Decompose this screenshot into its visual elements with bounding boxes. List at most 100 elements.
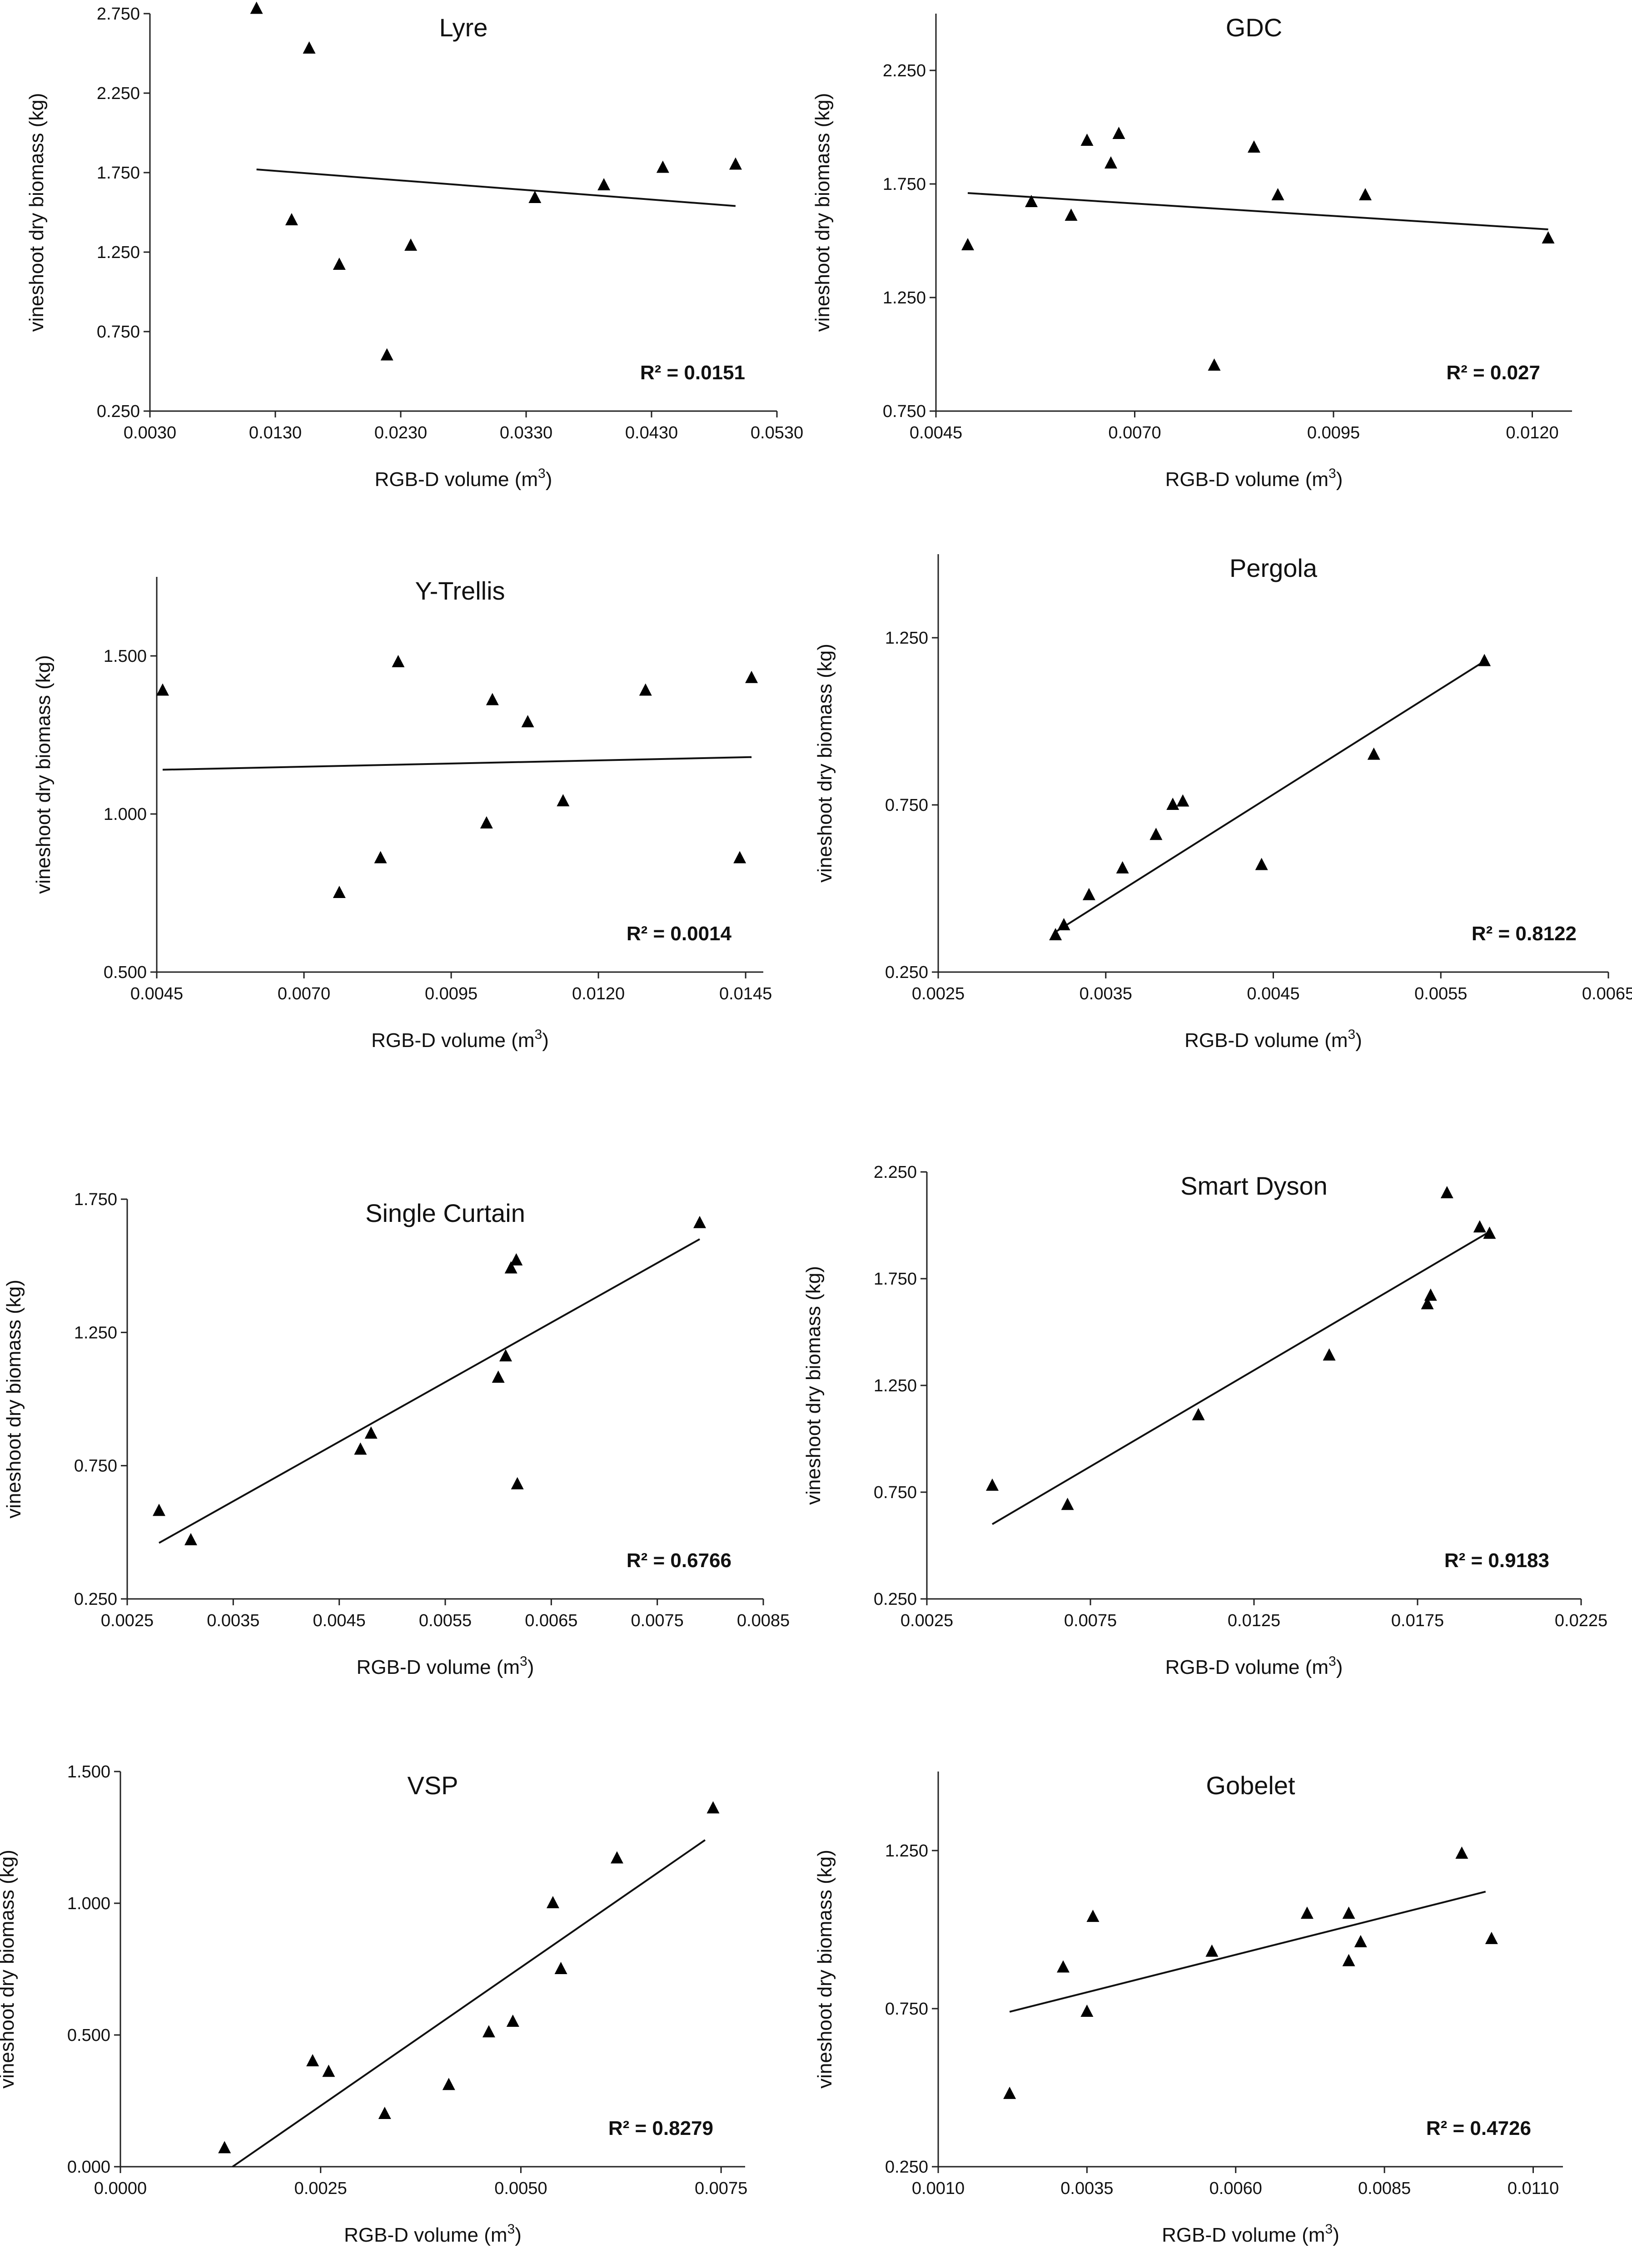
data-point	[546, 1896, 559, 1908]
y-tick-label: 1.750	[97, 164, 140, 183]
data-point	[333, 258, 346, 270]
data-point	[1300, 1906, 1314, 1919]
x-tick-label: 0.0025	[294, 2179, 347, 2198]
x-tick-label: 0.0145	[719, 984, 772, 1003]
x-tick-label: 0.0125	[1228, 1611, 1280, 1630]
data-point	[1424, 1288, 1437, 1301]
data-point	[153, 1504, 165, 1516]
y-axis-label: vineshoot dry biomass (kg)	[25, 93, 48, 332]
x-tick-label: 0.0065	[525, 1611, 577, 1630]
x-tick-label: 0.0075	[695, 2179, 747, 2198]
y-tick-label: 1.500	[104, 647, 147, 666]
y-tick-label: 0.750	[74, 1457, 117, 1476]
data-point	[486, 693, 499, 705]
data-point	[333, 886, 346, 898]
y-tick-label: 1.250	[97, 243, 140, 262]
data-point	[729, 157, 742, 170]
y-tick-label: 2.250	[874, 1163, 917, 1182]
r-squared-label: R² = 0.027	[1446, 362, 1540, 384]
data-point	[1323, 1348, 1336, 1361]
chart-title: GDC	[1226, 13, 1282, 42]
data-point	[610, 1851, 623, 1864]
data-point	[442, 2078, 455, 2090]
trendline	[162, 756, 752, 771]
data-point	[156, 683, 169, 696]
y-tick-label: 2.250	[883, 61, 926, 80]
data-point	[306, 2054, 319, 2066]
x-tick-label: 0.0025	[101, 1611, 154, 1630]
data-point	[1440, 1186, 1453, 1198]
data-point	[1455, 1846, 1468, 1859]
data-point	[1105, 156, 1117, 169]
y-tick-label: 1.250	[74, 1323, 117, 1342]
x-tick-label: 0.0430	[625, 423, 678, 442]
x-axis-label: RGB-D volume (m3)	[357, 1654, 534, 1678]
y-tick-label: 0.750	[883, 402, 926, 421]
x-tick-label: 0.0010	[912, 2179, 965, 2198]
data-point	[380, 348, 393, 361]
x-tick-label: 0.0075	[631, 1611, 684, 1630]
data-point	[404, 238, 418, 251]
data-point	[1367, 747, 1380, 760]
x-axis-label: RGB-D volume (m3)	[1162, 2222, 1339, 2246]
data-point	[639, 683, 652, 696]
data-point	[597, 178, 611, 190]
y-tick-label: 2.750	[97, 5, 140, 24]
r-squared-label: R² = 0.0014	[627, 923, 732, 945]
y-tick-label: 0.500	[67, 2026, 110, 2045]
trendline	[159, 1238, 700, 1544]
x-axis-label: RGB-D volume (m3)	[1184, 1027, 1362, 1052]
data-point	[511, 1477, 524, 1489]
data-point	[1166, 798, 1179, 810]
data-point	[492, 1370, 505, 1383]
data-point	[1192, 1408, 1205, 1420]
data-point	[303, 41, 316, 54]
data-point	[656, 160, 669, 173]
y-tick-label: 0.750	[97, 323, 140, 342]
data-point	[1354, 1935, 1367, 1947]
y-tick-label: 1.000	[104, 805, 147, 824]
trendline	[1009, 1891, 1486, 2013]
data-point	[1478, 654, 1491, 666]
data-point	[1149, 828, 1163, 840]
chart-y-trellis: 0.500 1.000 1.500 0.0045 0.0070 0.0095 0.0120 0…	[32, 576, 772, 1052]
data-point	[1205, 1944, 1219, 1957]
chart-gdc: 0.750 1.250 1.750 2.250 0.0045 0.0070 0.0095 0.…	[811, 13, 1572, 491]
data-point	[528, 191, 542, 203]
data-point	[1086, 1910, 1100, 1922]
data-point	[554, 1962, 567, 1974]
data-point	[1116, 861, 1129, 873]
data-point	[1061, 1498, 1074, 1510]
x-tick-label: 0.0035	[1080, 984, 1132, 1003]
r-squared-label: R² = 0.6766	[627, 1549, 731, 1572]
y-tick-label: 0.750	[874, 1483, 917, 1502]
x-tick-label: 0.0065	[1582, 984, 1632, 1003]
x-tick-label: 0.0175	[1391, 1611, 1444, 1630]
x-tick-label: 0.0070	[1108, 423, 1161, 442]
y-tick-label: 0.250	[74, 1590, 117, 1609]
data-point	[392, 655, 405, 667]
x-axis-label: RGB-D volume (m3)	[344, 2222, 522, 2246]
data-point	[1271, 188, 1284, 200]
x-tick-label: 0.0025	[912, 984, 965, 1003]
data-point	[504, 1261, 517, 1274]
data-point	[1003, 2086, 1016, 2099]
chart-title: Single Curtain	[365, 1199, 525, 1227]
x-tick-label: 0.0120	[1506, 423, 1558, 442]
data-point	[707, 1801, 720, 1814]
x-tick-label: 0.0045	[910, 423, 962, 442]
data-point	[693, 1216, 706, 1228]
data-point	[1483, 1226, 1496, 1239]
r-squared-label: R² = 0.8279	[608, 2117, 713, 2139]
chart-lyre: 0.250 0.750 1.250 1.750 2.250 2.750 0.0030 0.01…	[25, 1, 803, 491]
chart-title: Gobelet	[1206, 1771, 1295, 1800]
x-tick-label: 0.0095	[1307, 423, 1360, 442]
data-point	[482, 2025, 495, 2038]
data-point	[250, 1, 263, 14]
x-tick-label: 0.0330	[500, 423, 552, 442]
chart-title: Lyre	[439, 13, 488, 42]
y-tick-label: 0.750	[885, 2000, 928, 2019]
chart-gobelet: 0.250 0.750 1.250 0.0010 0.0035 0.0060 0.0085 0…	[814, 1771, 1563, 2246]
chart-vsp: 0.000 0.500 1.000 1.500 0.0000 0.0025 0.0050 0.…	[0, 1762, 747, 2246]
